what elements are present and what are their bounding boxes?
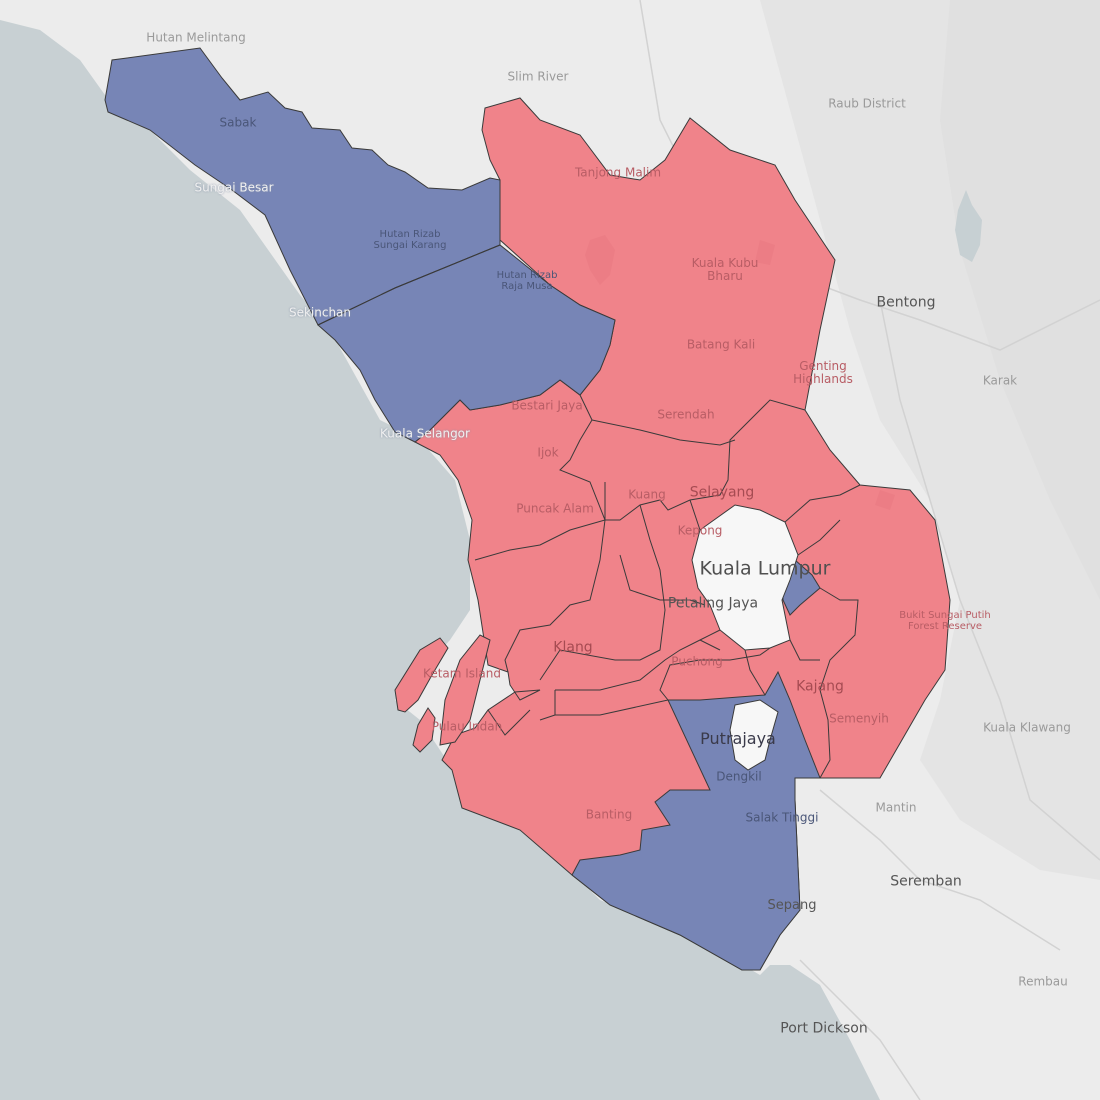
terrain-pattern (585, 235, 895, 510)
label-kuala-kubu-bharu: Kuala Kubu Bharu (691, 255, 759, 283)
label-rembau: Rembau (1018, 974, 1068, 989)
label-kepong: Kepong (677, 523, 723, 538)
label-tanjong-malim: Tanjong Malim (574, 165, 662, 180)
constituency-borders (317, 244, 861, 779)
label-karak: Karak (982, 373, 1018, 388)
label-hutan-rizab-sungai-karang: Hutan Rizab Sungai Karang (373, 229, 447, 251)
label-kuang: Kuang (628, 487, 666, 502)
terrain-shading-2 (940, 0, 1100, 600)
blue-region-northwest (104, 47, 501, 326)
label-pulau-indah: Pulau Indah (431, 719, 503, 734)
label-mantin: Mantin (875, 800, 917, 815)
label-sabak: Sabak (219, 115, 257, 130)
label-slim-river: Slim River (507, 69, 569, 84)
putrajaya-area (729, 699, 779, 771)
label-kuala-klawang: Kuala Klawang (983, 720, 1071, 735)
label-raub-district: Raub District (828, 96, 906, 111)
label-bestari-jaya: Bestari Jaya (511, 398, 583, 413)
label-kuala-selangor: Kuala Selangor (380, 426, 470, 441)
label-puncak-alam: Puncak Alam (516, 501, 594, 516)
label-seremban: Seremban (890, 873, 962, 890)
label-hutan-rizab-raja-musa: Hutan Rizab Raja Musa (496, 270, 558, 292)
label-kuala-lumpur: Kuala Lumpur (699, 557, 831, 580)
label-ketam-island: Ketam Island (423, 666, 501, 681)
label-klang: Klang (553, 639, 593, 656)
label-port-dickson: Port Dickson (780, 1020, 868, 1037)
label-semenyih: Semenyih (829, 711, 889, 726)
red-island-2 (412, 707, 436, 753)
label-sepang: Sepang (767, 897, 817, 913)
red-island-ketam (394, 637, 449, 713)
label-hutan-melintang: Hutan Melintang (146, 30, 246, 45)
label-selayang: Selayang (689, 484, 755, 501)
label-banting: Banting (585, 807, 633, 822)
label-ijok: Ijok (537, 445, 559, 460)
blue-region-central-west (317, 244, 616, 443)
label-petaling-jaya: Petaling Jaya (667, 595, 759, 612)
red-island-3 (439, 634, 491, 746)
label-bentong: Bentong (876, 294, 936, 311)
label-kajang: Kajang (796, 678, 844, 695)
label-sungai-besar: Sungai Besar (194, 180, 274, 195)
label-genting-highlands: Genting Highlands (793, 358, 853, 386)
label-putrajaya: Putrajaya (700, 729, 776, 749)
label-puchong: Puchong (671, 654, 723, 669)
label-serendah: Serendah (657, 407, 715, 422)
label-salak-tinggi: Salak Tinggi (745, 810, 819, 825)
label-batang-kali: Batang Kali (686, 337, 756, 352)
label-bukit-sungai-putih: Bukit Sungai Putih Forest Reserve (899, 610, 991, 632)
lake (955, 190, 982, 262)
label-dengkil: Dengkil (716, 769, 762, 784)
label-sekinchan: Sekinchan (288, 305, 352, 320)
